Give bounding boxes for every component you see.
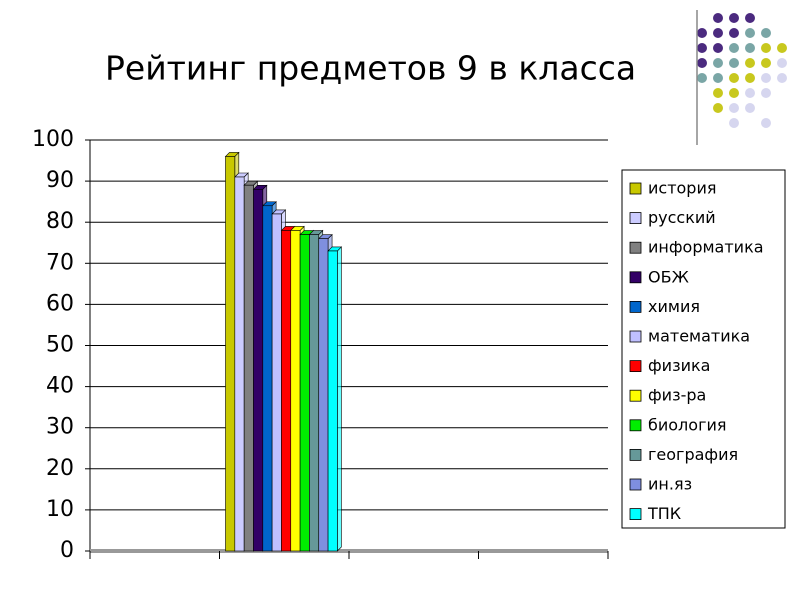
bar [290,230,301,552]
legend-swatch [629,448,642,461]
bar [262,205,273,552]
bar [243,184,254,552]
legend-swatch [629,212,642,225]
bar [309,234,320,552]
bar [327,250,338,552]
bar [253,189,264,552]
y-tick-label: 40 [46,374,74,399]
legend-swatch [629,300,642,313]
legend-label: физика [648,356,710,375]
legend-label: физ-ра [648,386,706,405]
legend-label: биология [648,415,727,434]
legend-swatch [629,478,642,491]
legend-label: математика [648,327,750,346]
legend-swatch [629,330,642,343]
bar [271,213,282,552]
legend-swatch [629,360,642,373]
legend-label: ин.яз [648,475,692,494]
legend-swatch [629,389,642,402]
legend-label: русский [648,208,716,227]
legend-label: ТПК [647,504,682,523]
bar [299,234,310,552]
y-tick-label: 60 [46,291,74,316]
bar [281,230,292,552]
legend-label: ОБЖ [648,267,689,286]
bar [318,238,329,552]
legend-swatch [629,419,642,432]
legend-label: химия [648,297,700,316]
y-tick-label: 70 [46,250,74,275]
legend-box [621,169,786,529]
bar [234,176,245,552]
y-tick-label: 100 [32,127,74,152]
y-tick-label: 10 [46,497,74,522]
chart-title: Рейтинг предметов 9 в класса [105,49,636,88]
decor-dots [696,10,787,145]
y-tick-label: 90 [46,168,74,193]
y-tick-label: 80 [46,209,74,234]
bar-side [337,246,342,552]
legend-swatch [629,508,642,521]
y-tick-label: 30 [46,415,74,440]
y-tick-label: 50 [46,333,74,358]
legend-swatch [629,271,642,284]
y-tick-label: 20 [46,456,74,481]
legend-swatch [629,241,642,254]
legend-label: история [648,179,716,198]
legend-label: информатика [648,238,764,257]
legend-label: география [648,445,738,464]
legend-swatch [629,182,642,195]
y-tick-label: 0 [60,538,74,563]
bar [225,156,236,552]
